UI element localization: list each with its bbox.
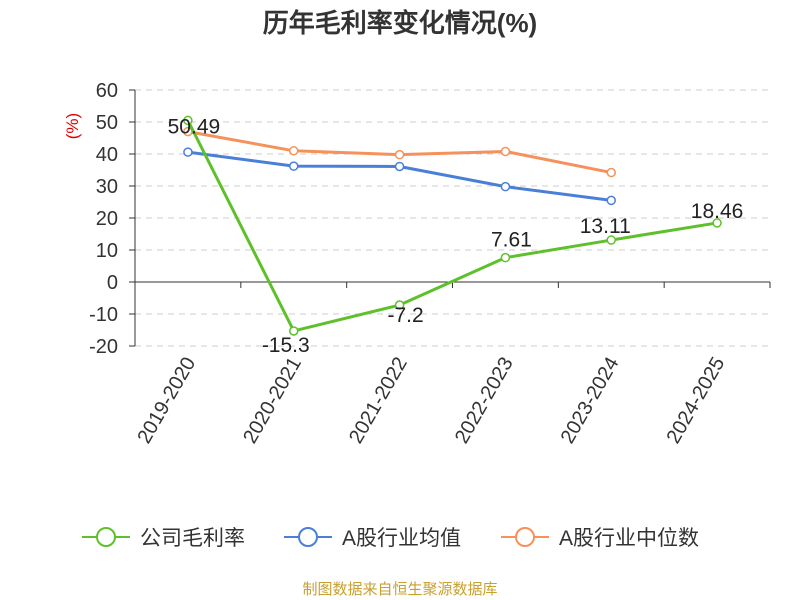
x-axis-ticks: 2019-2020 2020-2021 2021-2022 2022-2023 2023…: [133, 354, 729, 448]
series-line-0: [186, 119, 718, 333]
data-point: [289, 146, 299, 156]
legend-marker: [515, 527, 535, 547]
data-point: [394, 161, 405, 172]
legend-marker: [96, 527, 116, 547]
x-tick-label: 2024-2025: [663, 354, 730, 448]
y-tick-label: 40: [96, 144, 118, 166]
x-tick-label: 2023-2024: [557, 354, 624, 448]
data-label: -15.3: [262, 334, 310, 357]
data-point: [394, 300, 405, 310]
legend-marker: [298, 527, 318, 547]
data-label: 18.46: [691, 200, 744, 223]
y-tick-label: 30: [96, 176, 118, 198]
series-layer: [183, 115, 722, 336]
x-tick-label: 2020-2021: [239, 354, 306, 448]
data-label: 13.11: [580, 215, 631, 238]
y-axis-unit: (%): [63, 113, 82, 139]
legend: 公司毛利率 A股行业均值 A股行业中位数: [82, 527, 699, 550]
grid-lines: [135, 89, 770, 347]
y-tick-label: -10: [89, 304, 118, 326]
data-point: [500, 146, 511, 157]
legend-label: A股行业中位数: [559, 527, 699, 550]
data-point: [712, 218, 722, 228]
y-axis-ticks: 60 50 40 30 20 10 0 -10 -20: [89, 80, 118, 358]
y-tick-label: -20: [89, 336, 118, 358]
data-point: [183, 147, 193, 157]
data-labels: 50.49 -15.3 -7.2 7.61 13.11 18.46: [168, 115, 744, 357]
data-point: [606, 195, 616, 206]
data-point: [500, 252, 511, 263]
legend-label: A股行业均值: [342, 527, 461, 550]
x-tick-label: 2021-2022: [345, 354, 412, 448]
data-point: [606, 167, 616, 178]
data-point: [606, 235, 616, 245]
x-tick-label: 2019-2020: [133, 354, 200, 448]
y-tick-label: 20: [96, 208, 118, 230]
y-tick-label: 10: [96, 240, 118, 262]
data-point: [183, 115, 193, 126]
data-point: [500, 181, 511, 192]
data-point: [289, 161, 299, 171]
source-note: 制图数据来自恒生聚源数据库: [302, 581, 497, 598]
data-point: [289, 326, 299, 336]
chart-title: 历年毛利率变化情况(%): [263, 8, 537, 38]
x-tick-label: 2022-2023: [451, 354, 518, 448]
y-tick-label: 0: [107, 272, 118, 294]
data-label: -7.2: [387, 304, 423, 327]
data-point: [394, 149, 405, 160]
data-label: 7.61: [491, 229, 532, 252]
legend-label: 公司毛利率: [140, 527, 245, 550]
y-tick-label: 50: [96, 112, 118, 134]
y-tick-label: 60: [96, 80, 118, 102]
data-label: 50.49: [168, 115, 221, 138]
